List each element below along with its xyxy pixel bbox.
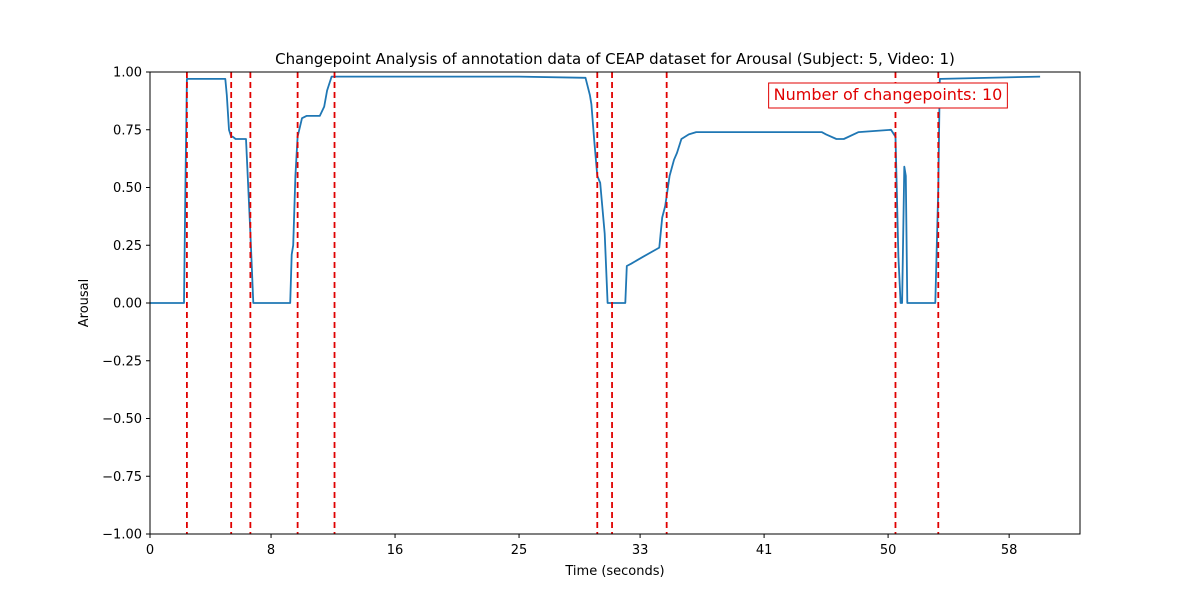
x-tick-label: 50 bbox=[880, 543, 897, 558]
y-tick-label: −0.50 bbox=[102, 412, 142, 427]
x-axis-label: Time (seconds) bbox=[564, 564, 664, 579]
y-tick-label: 0.25 bbox=[113, 239, 142, 254]
y-tick-label: −1.00 bbox=[102, 528, 142, 543]
x-tick-label: 41 bbox=[756, 543, 773, 558]
x-tick-label: 33 bbox=[632, 543, 649, 558]
x-tick-label: 25 bbox=[511, 543, 528, 558]
y-tick-label: 0.50 bbox=[113, 181, 142, 196]
changepoint-count-label: Number of changepoints: 10 bbox=[774, 85, 1003, 104]
x-tick-label: 0 bbox=[146, 543, 154, 558]
y-tick-label: −0.75 bbox=[102, 470, 142, 485]
chart-title: Changepoint Analysis of annotation data … bbox=[275, 50, 955, 68]
y-tick-label: 0.75 bbox=[113, 123, 142, 138]
y-tick-label: 1.00 bbox=[113, 66, 142, 81]
x-tick-label: 8 bbox=[267, 543, 275, 558]
changepoint-count-annotation: Number of changepoints: 10 bbox=[768, 82, 1008, 109]
y-axis-label: Arousal bbox=[77, 279, 92, 328]
y-tick-label: −0.25 bbox=[102, 354, 142, 369]
x-tick-label: 16 bbox=[387, 543, 404, 558]
arousal-series-line-0 bbox=[150, 75, 1041, 304]
x-tick-label: 58 bbox=[1001, 543, 1018, 558]
y-tick-label: 0.00 bbox=[113, 297, 142, 312]
